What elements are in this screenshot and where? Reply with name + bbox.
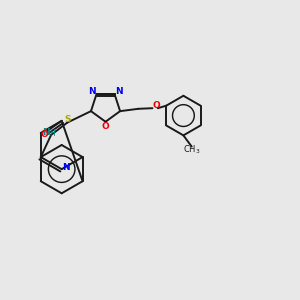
Text: N: N [115,87,122,96]
Text: N: N [62,163,69,172]
Text: H: H [49,129,55,138]
Text: O: O [152,101,160,110]
Text: O: O [102,122,110,131]
Text: N: N [42,128,50,137]
Text: CH$_3$: CH$_3$ [184,144,201,156]
Text: O: O [40,130,48,140]
Text: S: S [64,115,71,124]
Text: N: N [88,87,96,96]
